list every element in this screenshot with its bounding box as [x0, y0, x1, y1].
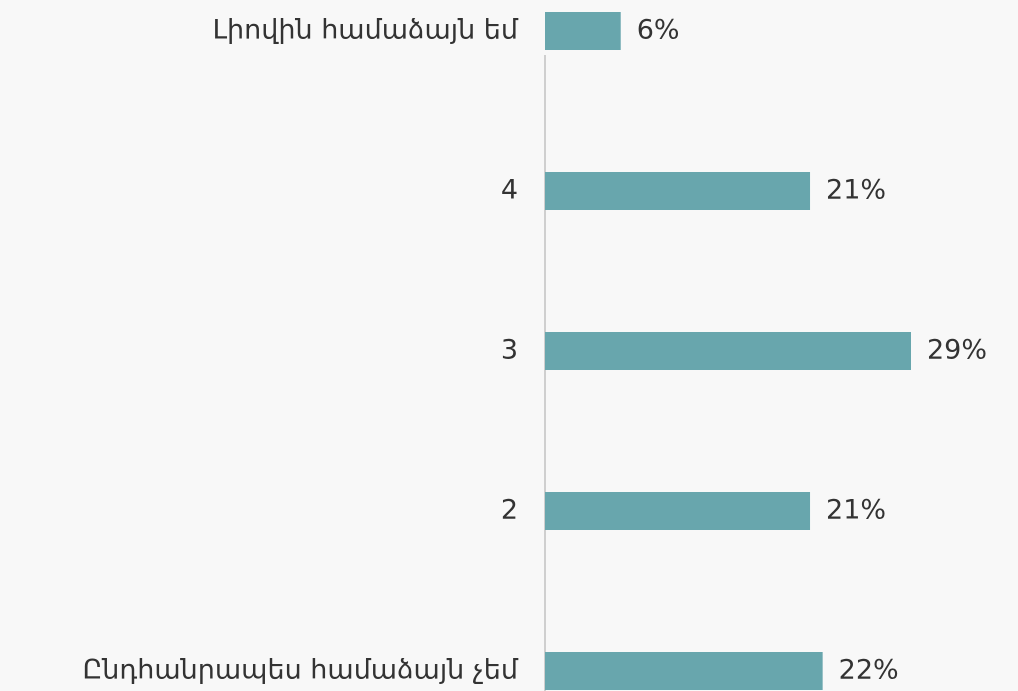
value-label: 22% [839, 655, 899, 686]
bar [545, 652, 823, 690]
category-label: 2 [501, 495, 518, 526]
value-label: 21% [826, 175, 886, 206]
bar [545, 492, 811, 530]
bar [545, 172, 811, 210]
value-label: 29% [927, 335, 987, 366]
bar [545, 12, 621, 50]
value-label: 6% [637, 15, 680, 46]
value-label: 21% [826, 495, 886, 526]
category-label: 3 [501, 335, 518, 366]
category-label: Լիովին համաձայն եմ [213, 15, 519, 46]
bar [545, 332, 911, 370]
category-label: Ընդհանրապես համաձայն չեմ [82, 655, 518, 686]
category-label: 4 [501, 175, 518, 206]
